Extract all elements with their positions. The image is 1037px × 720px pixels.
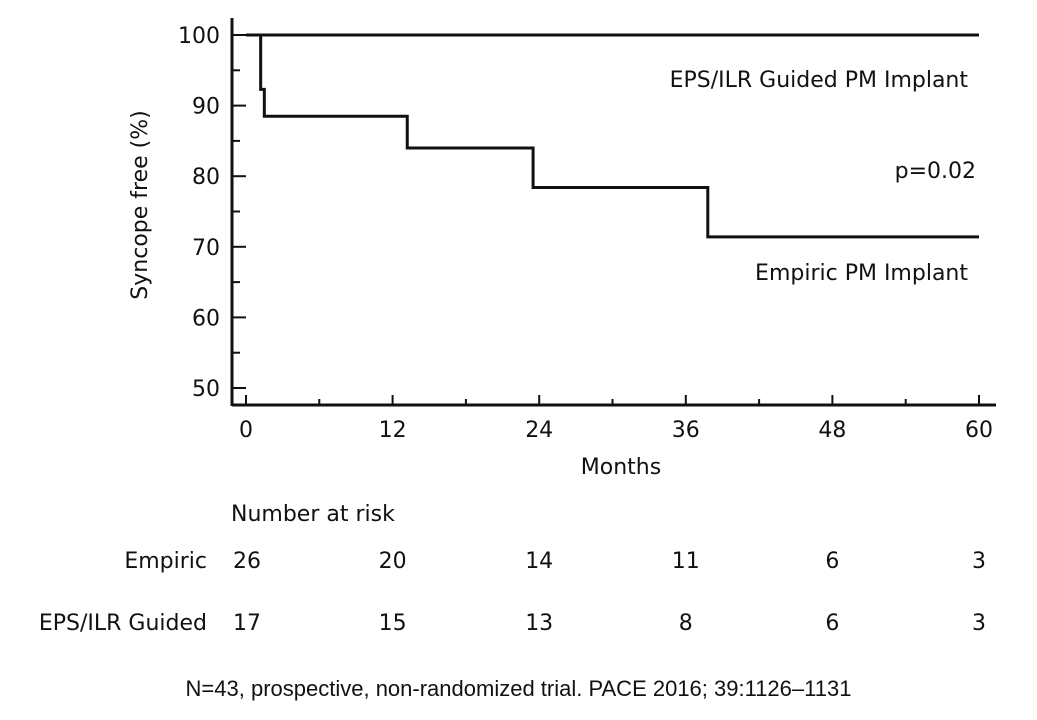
risk-row-label: EPS/ILR Guided	[39, 611, 207, 636]
y-tick-label: 100	[178, 24, 220, 49]
risk-cell: 17	[233, 611, 261, 636]
risk-cell: 20	[379, 549, 407, 574]
series-layer	[246, 33, 979, 239]
risk-cell: 6	[825, 549, 839, 574]
y-axis-label: Syncope free (%)	[128, 110, 153, 299]
risk-cell: 6	[825, 611, 839, 636]
risk-cell: 15	[379, 611, 407, 636]
risk-cell: 14	[525, 549, 553, 574]
series-label-eps-ilr: EPS/ILR Guided PM Implant	[670, 68, 969, 93]
y-tick-label: 90	[192, 95, 220, 120]
x-tick-label: 48	[818, 418, 846, 443]
caption: N=43, prospective, non-randomized trial.…	[185, 676, 852, 701]
ticks: 50 60 70 80 90 100 0 12 24 36 48 60	[178, 24, 993, 443]
risk-cell: 13	[525, 611, 553, 636]
risk-cell: 3	[972, 611, 986, 636]
x-tick-label: 36	[672, 418, 700, 443]
risk-cell: 8	[679, 611, 693, 636]
x-tick-label: 24	[525, 418, 553, 443]
series-line-empiric	[246, 33, 979, 239]
x-tick-label: 60	[965, 418, 993, 443]
risk-table-title: Number at risk	[231, 502, 395, 527]
x-tick-label: 0	[239, 418, 253, 443]
y-tick-label: 70	[192, 236, 220, 261]
risk-cell: 26	[233, 549, 261, 574]
x-tick-label: 12	[379, 418, 407, 443]
risk-row-label: Empiric	[124, 549, 207, 574]
x-axis-label: Months	[581, 455, 661, 480]
number-at-risk-table: Number at risk Empiric 26 20 14 11 6 3 EPS/ILR …	[39, 502, 986, 636]
p-value-annotation: p=0.02	[895, 159, 976, 184]
y-tick-label: 80	[192, 165, 220, 190]
risk-cell: 3	[972, 549, 986, 574]
series-label-empiric: Empiric PM Implant	[755, 261, 968, 286]
y-tick-label: 50	[192, 377, 220, 402]
risk-cell: 11	[672, 549, 700, 574]
y-tick-label: 60	[192, 306, 220, 331]
